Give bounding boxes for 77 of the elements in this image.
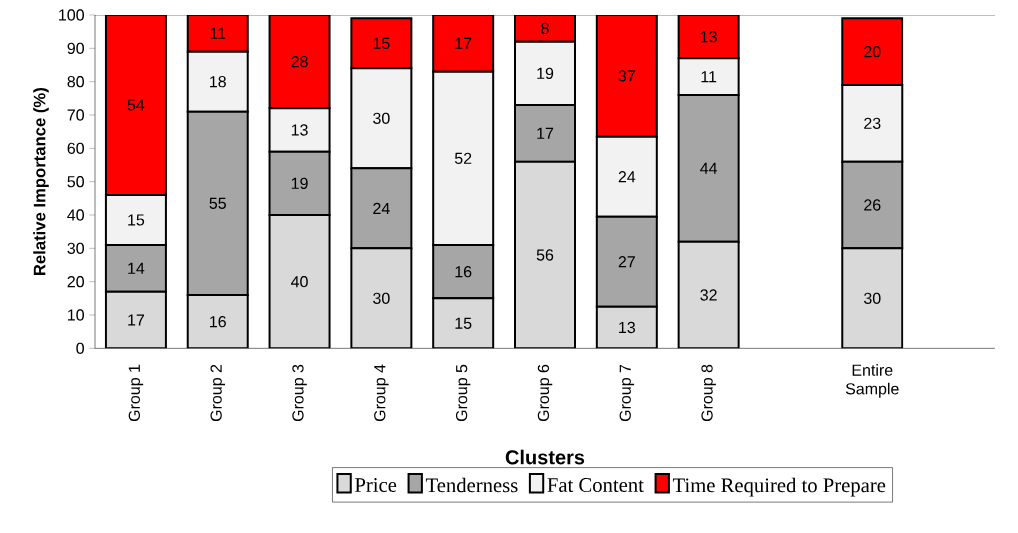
bar (268, 213, 331, 349)
data-label: 40 (291, 275, 308, 288)
bar (350, 17, 413, 70)
x-tick-label: Group 5 (455, 364, 471, 421)
legend-label: Price (355, 477, 397, 492)
bar (186, 14, 249, 53)
data-label: 15 (455, 317, 472, 329)
bar (677, 240, 740, 349)
y-tick-label: 30 (67, 242, 84, 254)
x-tick-label: Group 6 (537, 364, 553, 421)
data-label: 44 (700, 162, 718, 174)
data-label: 24 (618, 170, 636, 183)
bar (514, 160, 576, 349)
data-label: 28 (291, 55, 308, 68)
data-label: 15 (128, 214, 145, 226)
bar (432, 14, 495, 73)
data-label: 55 (209, 197, 226, 209)
data-label: 11 (701, 71, 717, 83)
y-tick-label: 20 (67, 275, 84, 288)
legend-label: Tenderness (425, 477, 518, 493)
legend-label: Fat Content (547, 477, 644, 492)
x-tick-label: Group 4 (374, 364, 389, 421)
data-label: 16 (455, 265, 472, 278)
data-label: 52 (454, 152, 472, 164)
data-label: 13 (700, 30, 717, 43)
y-tick-label: 40 (67, 209, 84, 221)
data-label: 24 (373, 202, 390, 214)
data-label: 30 (373, 112, 390, 124)
y-tick-label: 100 (59, 9, 84, 21)
y-tick-label: 10 (68, 309, 84, 321)
x-tick-label: Group 3 (292, 364, 307, 421)
x-tick-label: Group 1 (128, 364, 144, 421)
data-label: 20 (864, 45, 881, 58)
data-label: 54 (127, 99, 145, 111)
data-label: 17 (455, 37, 472, 49)
data-label: 18 (210, 75, 226, 88)
x-tick-label: Group 2 (210, 364, 225, 421)
data-label: 56 (536, 249, 554, 261)
data-label: 26 (864, 199, 881, 211)
data-label: 14 (128, 262, 145, 274)
bar (268, 14, 331, 110)
y-tick-label: 80 (67, 75, 84, 88)
data-label: 16 (210, 315, 226, 328)
bar (186, 293, 249, 349)
y-axis-title: Relative Importance (%) (33, 87, 49, 275)
y-tick-label: 60 (67, 142, 84, 154)
x-tick-label: Entire Sample (845, 363, 899, 398)
data-label: 8 (541, 22, 549, 34)
bar (350, 247, 413, 349)
bar (432, 297, 495, 349)
y-tick-label: 0 (76, 342, 84, 354)
data-label: 17 (537, 127, 554, 139)
bar (104, 290, 167, 349)
data-label: 15 (373, 37, 390, 49)
data-label: 30 (863, 292, 881, 304)
data-label: 37 (618, 70, 635, 82)
data-label: 13 (619, 321, 636, 333)
y-tick-label: 50 (67, 175, 84, 188)
x-tick-label: Group 8 (701, 364, 716, 421)
data-label: 23 (864, 117, 881, 129)
x-axis-title: Clusters (505, 449, 585, 465)
data-label: 19 (537, 67, 554, 79)
y-tick-label: 70 (67, 109, 84, 121)
x-tick-label: Group 7 (619, 364, 635, 421)
y-tick-label: 90 (67, 42, 84, 54)
bar (104, 14, 167, 196)
data-label: 17 (128, 314, 145, 326)
bar (841, 247, 904, 349)
data-label: 19 (291, 177, 308, 189)
bar (595, 14, 658, 138)
data-label: 32 (700, 289, 717, 301)
data-label: 27 (618, 255, 635, 268)
bar (841, 17, 904, 86)
data-label: 13 (291, 124, 308, 136)
data-label: 11 (210, 27, 226, 39)
legend-label: Time Required to Prepare (672, 477, 886, 497)
data-label: 30 (373, 292, 390, 304)
